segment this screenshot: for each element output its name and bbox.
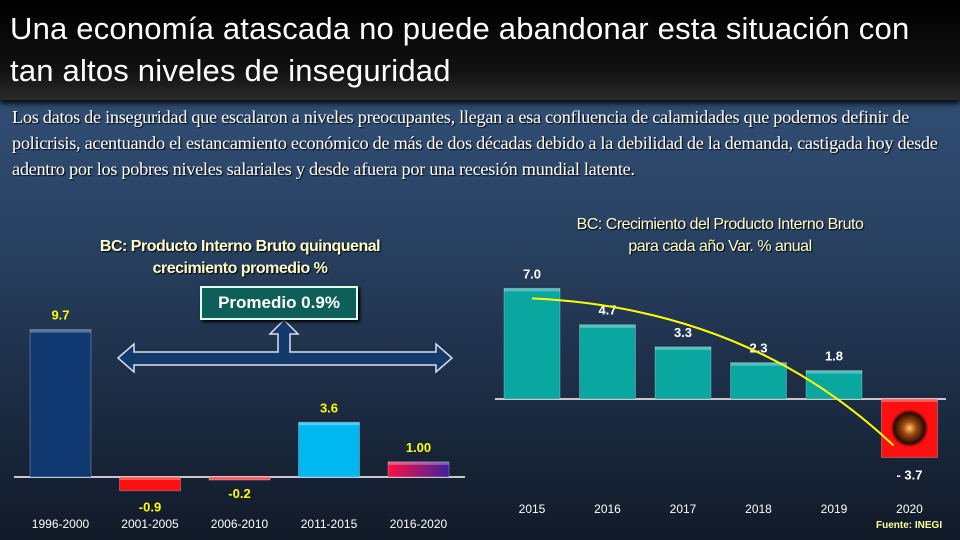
bar-highlight [806, 370, 862, 374]
bar-2016 [579, 324, 636, 400]
bar-2019 [805, 370, 863, 400]
bar-highlight [388, 461, 449, 465]
bar-highlight [881, 399, 938, 402]
left-chart-title-line: BC: Producto Interno Bruto quinquenal [99, 238, 381, 255]
bar-2001-2005 [119, 476, 181, 492]
bar-2017 [654, 346, 712, 400]
data-label: 7.0 [523, 266, 541, 281]
bar-highlight [209, 477, 270, 480]
x-tick-label: 2019 [821, 502, 848, 516]
x-tick-label: 2020 [896, 502, 923, 516]
data-label: 3.3 [674, 325, 692, 340]
x-tick-label: 2016-2020 [390, 517, 448, 531]
data-label: -0.9 [139, 500, 161, 515]
x-tick-label: 1996-2000 [32, 517, 90, 531]
right-chart-title-line: para cada año Var. % anual [628, 238, 812, 255]
bar-highlight [655, 346, 711, 350]
source-label: Fuente: INEGI [876, 520, 943, 531]
data-label: 2.3 [749, 341, 767, 356]
bar-2006-2010 [208, 476, 271, 481]
bar-2011-2015 [298, 421, 360, 478]
body-paragraph: Los datos de inseguridad que escalaron a… [12, 107, 938, 179]
bar-highlight [30, 329, 91, 333]
data-label: 1.00 [406, 440, 431, 455]
bar-highlight [579, 324, 636, 328]
left-chart-title-line: crecimiento promedio % [152, 260, 328, 277]
bar-highlight [504, 288, 560, 292]
x-tick-label: 2011-2015 [301, 517, 358, 531]
data-label: 3.6 [320, 400, 338, 415]
bar-highlight [119, 477, 181, 480]
data-label: 9.7 [51, 308, 69, 323]
data-label: 1.8 [825, 349, 843, 364]
bar-2016-2020 [387, 461, 450, 478]
x-tick-label: 2016 [594, 502, 621, 516]
bar-highlight [298, 422, 360, 426]
data-label: -0.2 [228, 486, 250, 501]
title-bar: Una economía atascada no puede abandonar… [0, 0, 960, 100]
x-tick-label: 2017 [670, 502, 697, 516]
x-tick-label: 2015 [519, 502, 546, 516]
trend-line [531, 297, 895, 447]
data-label: - 3.7 [896, 467, 922, 482]
double-arrow-icon [116, 318, 454, 374]
x-tick-label: 2001-2005 [121, 517, 179, 531]
bar-1996-2000 [29, 329, 92, 478]
bar-2018 [730, 362, 787, 400]
left-chart-title: BC: Producto Interno Bruto quinquenal cr… [20, 236, 460, 280]
bar-highlight [730, 362, 787, 366]
x-tick-label: 2018 [745, 502, 772, 516]
average-annotation: Promedio 0.9% [200, 286, 358, 320]
right-chart-title-line: BC: Crecimiento del Producto Interno Bru… [576, 216, 864, 233]
slide-title: Una economía atascada no puede abandonar… [10, 11, 910, 88]
flame-icon [890, 409, 929, 448]
bar-2015 [503, 287, 561, 400]
x-tick-label: 2006-2010 [211, 517, 269, 531]
right-chart-title: BC: Crecimiento del Producto Interno Bru… [500, 214, 940, 258]
